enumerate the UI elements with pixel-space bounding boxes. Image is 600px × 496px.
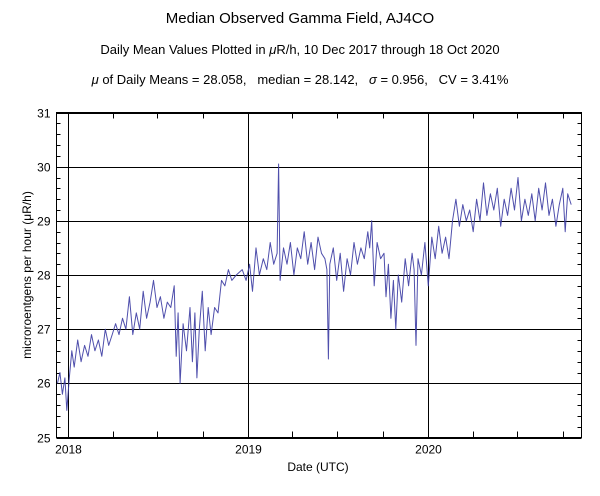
y-tick-label: 31 [37,107,51,121]
subtitle-pre: Daily Mean Values Plotted in [100,42,270,57]
mean-value: 28.058 [203,72,243,87]
cv-value: 3.41% [471,72,509,87]
median-label: , median = [242,72,315,87]
y-tick-label: 29 [37,215,51,229]
mu-symbol: μ [91,72,99,87]
median-value: 28.142 [314,72,355,87]
x-tick-label: 2020 [415,443,442,457]
y-tick-label: 30 [37,161,51,175]
x-axis-label: Date (UTC) [287,460,348,474]
chart-title: Median Observed Gamma Field, AJ4CO [165,10,435,27]
chart-subtitle: Daily Mean Values Plotted in μR/h, 10 De… [0,42,600,57]
plot-frame [56,112,582,438]
sigma-label: = [376,72,392,87]
y-axis-label: microroentgens per hour (μR/h) [20,191,34,359]
x-tick-label: 2019 [235,443,262,457]
subtitle-mu: μ [269,42,277,57]
y-tick-label: 27 [37,323,51,337]
series-line [57,163,572,411]
subtitle-post: R/h, 10 Dec 2017 through 18 Oct 2020 [276,42,500,57]
grid [56,112,582,439]
y-tick-label: 26 [37,377,51,391]
y-tick-label: 25 [37,432,51,446]
x-tick-label: 2018 [55,443,82,457]
tick-labels: 25 26 27 28 29 30 31 2018 2019 2020 [37,107,442,457]
cv-label: , CV = [424,72,472,87]
mean-label: of Daily Means = [98,72,204,87]
stats-line: μ of Daily Means = 28.058, median = 28.1… [0,72,600,87]
sigma-value: 0.956 [391,72,425,87]
y-tick-label: 28 [37,269,51,283]
sigma-symbol: σ [369,72,377,87]
ticks [56,112,582,439]
sigma-sep: , [354,72,369,87]
